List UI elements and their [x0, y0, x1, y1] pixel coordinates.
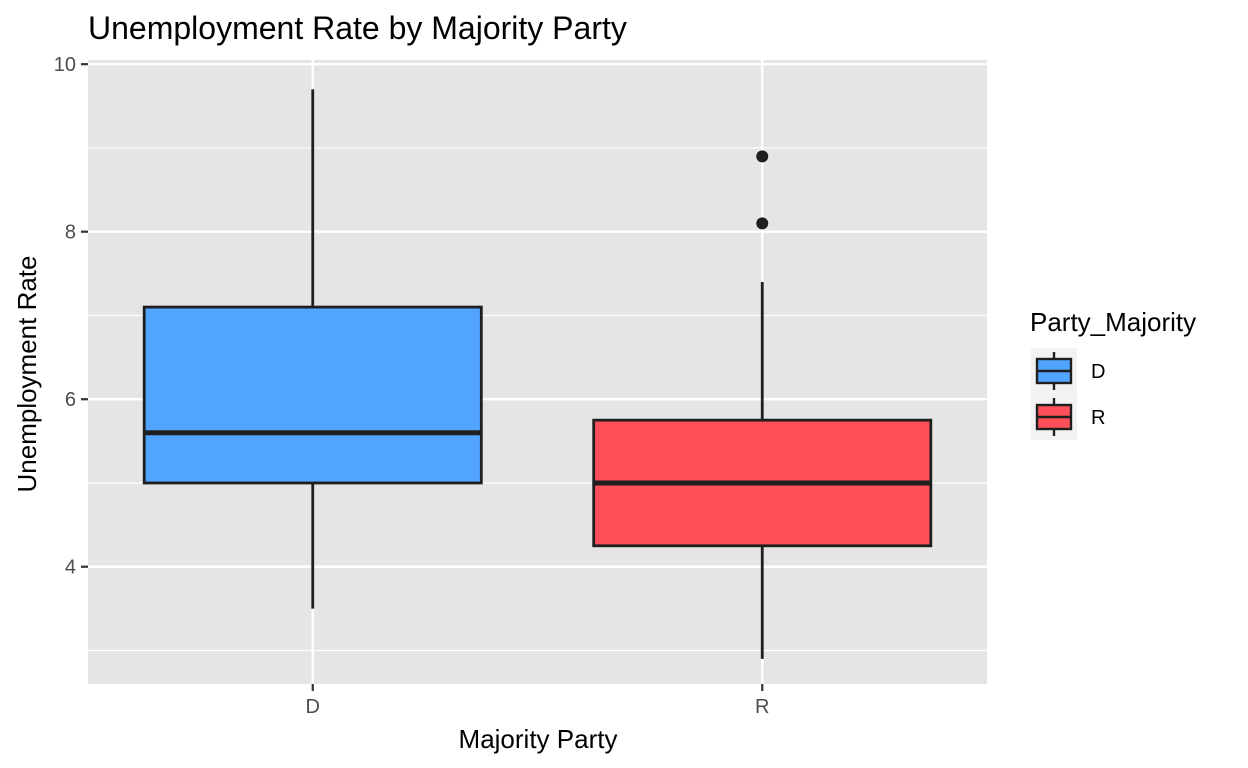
x-axis-title: Majority Party — [459, 724, 618, 754]
box-series — [142, 89, 933, 659]
box-D — [142, 89, 483, 609]
legend-key-R: R — [1031, 394, 1105, 440]
outlier-point — [756, 150, 769, 163]
box-iqr — [142, 305, 483, 485]
y-tick-label: 10 — [54, 54, 76, 76]
legend-label: R — [1091, 407, 1105, 429]
y-tick-label: 6 — [65, 389, 76, 411]
x-tick-label: R — [755, 696, 769, 718]
legend-label: D — [1091, 361, 1105, 383]
chart-title: Unemployment Rate by Majority Party — [88, 10, 627, 46]
box-R — [592, 150, 933, 659]
y-tick-label: 4 — [65, 557, 76, 579]
legend-key-D: D — [1031, 348, 1105, 394]
y-tick-label: 8 — [65, 222, 76, 244]
legend: Party_Majority D R — [1030, 307, 1196, 440]
outlier-point — [756, 217, 769, 230]
x-tick-label: D — [306, 696, 320, 718]
legend-title: Party_Majority — [1030, 307, 1196, 337]
y-axis-title: Unemployment Rate — [12, 256, 42, 493]
axes: 4 6 8 10 D R — [54, 54, 770, 718]
